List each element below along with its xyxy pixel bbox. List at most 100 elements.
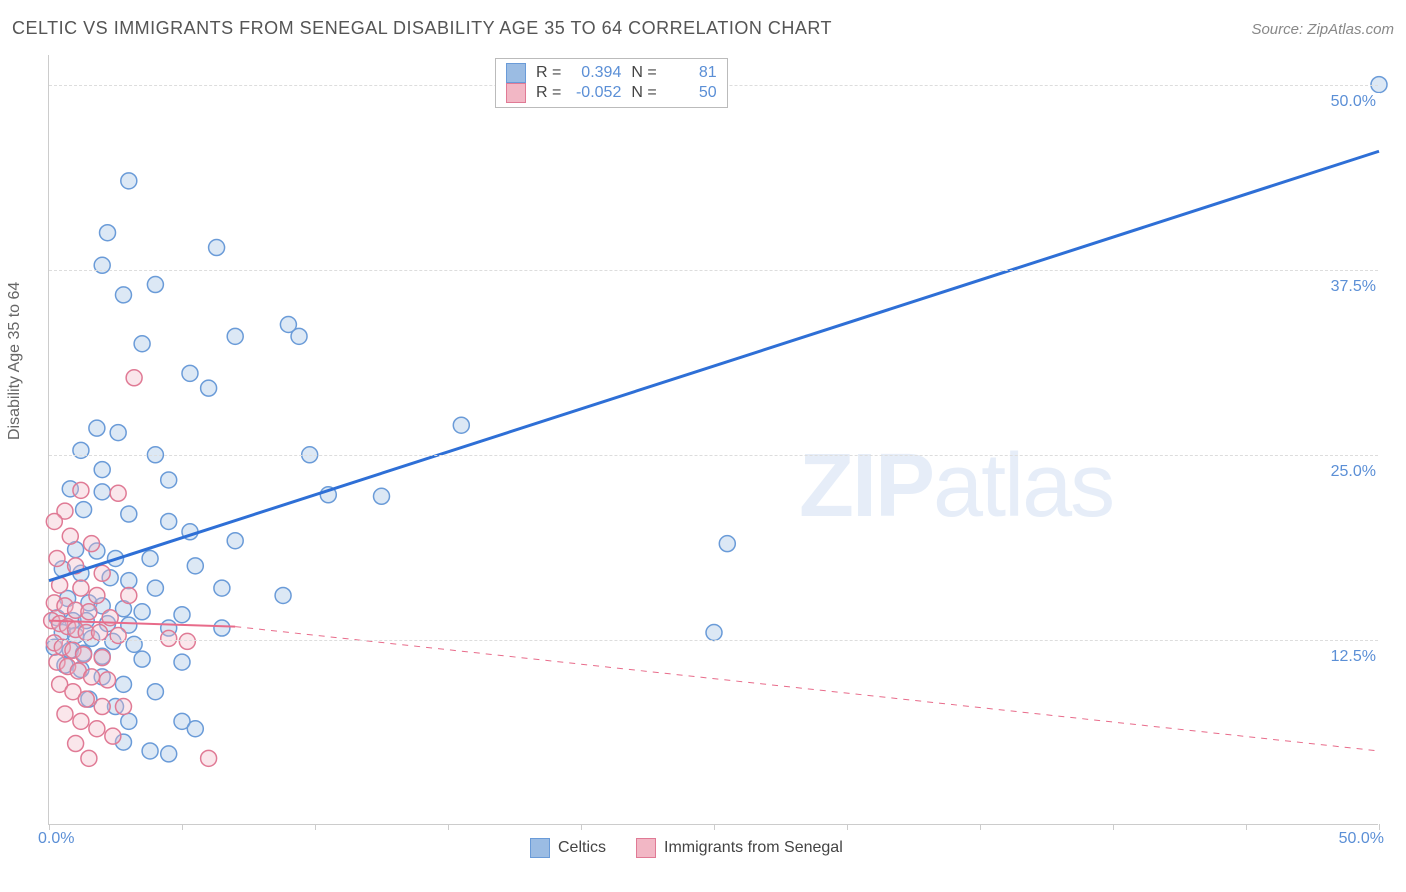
data-point [92,625,108,641]
data-point [115,287,131,303]
data-point [94,257,110,273]
data-point [110,627,126,643]
source-label: Source: ZipAtlas.com [1251,21,1394,38]
data-point [142,743,158,759]
data-point [68,736,84,752]
r-value: 0.394 [571,64,621,82]
data-point [174,607,190,623]
x-label-max: 50.0% [1339,830,1384,848]
data-point [84,536,100,552]
data-point [126,636,142,652]
data-point [134,336,150,352]
r-label: R = [536,84,561,102]
data-point [719,536,735,552]
data-point [453,417,469,433]
data-point [174,654,190,670]
data-point [374,488,390,504]
legend-swatch [506,83,526,103]
data-point [89,587,105,603]
data-point [73,580,89,596]
data-point [81,604,97,620]
data-point [209,240,225,256]
data-point [57,706,73,722]
data-point [89,721,105,737]
data-point [94,565,110,581]
data-point [291,328,307,344]
data-point [84,669,100,685]
legend-label: Immigrants from Senegal [664,839,843,857]
data-point [100,672,116,688]
n-label: N = [631,64,656,82]
data-point [76,502,92,518]
y-tick-label: 25.0% [1327,463,1380,481]
data-point [275,587,291,603]
data-point [201,380,217,396]
data-point [161,513,177,529]
legend-swatch [506,63,526,83]
data-point [126,370,142,386]
data-point [121,573,137,589]
data-point [62,528,78,544]
y-tick-label: 12.5% [1327,648,1380,666]
legend-item: Celtics [530,838,606,858]
legend-label: Celtics [558,839,606,857]
stats-row: R = 0.394 N = 81 [506,63,717,83]
trend-line [235,627,1379,751]
chart-title: CELTIC VS IMMIGRANTS FROM SENEGAL DISABI… [12,18,832,39]
y-axis-title: Disability Age 35 to 64 [6,282,24,440]
bottom-legend: Celtics Immigrants from Senegal [530,838,843,858]
y-tick-label: 50.0% [1327,93,1380,111]
data-point [115,676,131,692]
data-point [110,425,126,441]
data-point [142,550,158,566]
data-point [94,462,110,478]
data-point [134,651,150,667]
title-bar: CELTIC VS IMMIGRANTS FROM SENEGAL DISABI… [12,18,1394,39]
data-point [161,630,177,646]
y-tick-label: 37.5% [1327,278,1380,296]
data-point [214,580,230,596]
r-label: R = [536,64,561,82]
plot-area: ZIPatlas 12.5%25.0%37.5%50.0% [48,55,1378,825]
data-point [105,728,121,744]
data-point [73,713,89,729]
data-point [81,750,97,766]
data-point [121,713,137,729]
data-point [227,533,243,549]
data-point [73,442,89,458]
data-point [706,625,722,641]
data-point [201,750,217,766]
data-point [115,699,131,715]
data-point [100,225,116,241]
data-point [121,173,137,189]
data-point [179,633,195,649]
gridline [49,640,1378,641]
data-point [121,587,137,603]
n-label: N = [631,84,656,102]
data-point [147,580,163,596]
data-point [147,277,163,293]
data-point [94,650,110,666]
data-point [76,647,92,663]
data-point [46,513,62,529]
data-point [187,558,203,574]
data-point [214,620,230,636]
data-point [94,484,110,500]
data-point [110,485,126,501]
legend-item: Immigrants from Senegal [636,838,843,858]
r-value: -0.052 [571,84,621,102]
data-point [89,420,105,436]
stats-legend: R = 0.394 N = 81 R = -0.052 N = 50 [495,58,728,108]
data-point [161,746,177,762]
data-point [147,684,163,700]
data-point [121,506,137,522]
trend-line [49,151,1379,580]
data-point [187,721,203,737]
plot-svg [49,55,1378,824]
x-label-min: 0.0% [38,830,74,848]
data-point [182,365,198,381]
gridline [49,455,1378,456]
stats-row: R = -0.052 N = 50 [506,83,717,103]
n-value: 81 [667,64,717,82]
n-value: 50 [667,84,717,102]
